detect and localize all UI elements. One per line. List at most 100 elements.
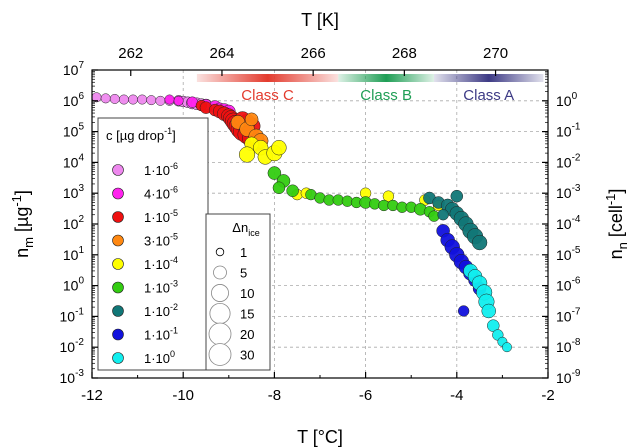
- legend-color-swatch: [112, 281, 124, 294]
- data-point: [271, 140, 287, 156]
- legend-color-label: 1·100: [144, 349, 175, 366]
- class-bar: [196, 74, 339, 82]
- legend-size-swatch: [208, 322, 232, 346]
- legend-size-swatch: [208, 343, 232, 366]
- data-point: [382, 190, 395, 202]
- legend-size-label: 15: [240, 307, 254, 322]
- y-right-axis-label: nn [cell-1]: [603, 189, 630, 260]
- legend-size-label: 5: [240, 266, 247, 281]
- legend-color-label: 1·10-5: [144, 208, 178, 225]
- legend-color-swatch: [112, 234, 124, 247]
- legend-color-label: 3·10-5: [144, 232, 178, 249]
- class-bars: Class C Class B Class A: [196, 74, 544, 104]
- tick-label-x-top: 268: [392, 45, 417, 62]
- tick-label-y-left: 103: [63, 183, 85, 201]
- class-label: Class C: [241, 87, 294, 104]
- tick-label-y-left: 107: [63, 60, 85, 78]
- legend-size-title: Δnice: [232, 220, 259, 238]
- class-label: Class A: [463, 87, 514, 104]
- tick-label-x-bottom: -12: [81, 387, 103, 404]
- legend-color-label: 4·10-6: [144, 185, 178, 202]
- legend-size-swatch: [215, 247, 225, 257]
- data-point: [437, 209, 449, 221]
- tick-label-y-right: 10-5: [556, 245, 581, 263]
- data-point: [501, 342, 512, 353]
- data-point: [450, 189, 464, 203]
- legend-color-title: c [µg drop-1]: [106, 126, 176, 143]
- tick-label-x-bottom: -8: [268, 387, 281, 404]
- legend-size-swatch: [213, 265, 227, 280]
- tick-label-y-left: 104: [63, 152, 85, 170]
- class-bar: [338, 74, 434, 82]
- axes: -12 -10 -8 -6 -4 -2 T [°C] 262 264 266 268 270 T [K]…: [9, 10, 630, 447]
- tick-label-y-left: 106: [63, 91, 85, 109]
- y-axis-label: nm [µg-1]: [9, 190, 36, 258]
- data-point: [267, 166, 282, 180]
- legend-size-label: 20: [240, 327, 254, 342]
- legend-color-swatch: [112, 211, 124, 223]
- tick-label-y-right: 10-9: [556, 368, 581, 386]
- tick-label-y-left: 105: [63, 122, 85, 140]
- data-point: [238, 146, 256, 163]
- data-point: [481, 303, 496, 319]
- tick-label-y-right: 10-1: [556, 122, 581, 140]
- data-point: [286, 184, 299, 198]
- class-label: Class B: [360, 87, 412, 104]
- tick-label-x-top: 262: [118, 45, 143, 62]
- tick-label-y-right: 10-8: [556, 337, 581, 355]
- tick-label-y-right: 10-3: [556, 183, 581, 201]
- tick-label-x-bottom: -10: [172, 387, 194, 404]
- legend-color-label: 1·10-6: [144, 161, 178, 178]
- data-point: [164, 94, 175, 105]
- tick-label-y-right: 10-2: [556, 152, 581, 170]
- legend-color-label: 1·10-3: [144, 279, 178, 296]
- legend-size-label: 10: [240, 286, 254, 301]
- data-point: [244, 112, 259, 127]
- data-point: [155, 95, 166, 106]
- legend-size-label: 1: [240, 245, 247, 260]
- tick-label-y-left: 100: [63, 276, 85, 294]
- tick-label-y-left: 10-1: [60, 306, 85, 324]
- legend-color-swatch: [112, 328, 124, 341]
- data-point: [100, 93, 111, 104]
- x-axis-label: T [°C]: [297, 427, 343, 447]
- legend-color-swatch: [112, 187, 124, 200]
- legend-size-swatch: [211, 284, 229, 302]
- tick-label-y-right: 10-4: [556, 214, 581, 232]
- legend-size-swatch: [209, 302, 231, 325]
- data-point: [128, 94, 139, 105]
- x-top-axis-label: T [K]: [301, 10, 339, 30]
- tick-label-x-top: 270: [483, 45, 508, 62]
- tick-label-y-left: 10-3: [60, 368, 85, 386]
- tick-label-x-bottom: -6: [359, 387, 372, 404]
- tick-label-x-bottom: -2: [541, 387, 554, 404]
- legend-size-label: 30: [240, 348, 254, 363]
- legend-color: c [µg drop-1] 1·10-6 4·10-6 1·10-5 3·10-5 1·1…: [97, 117, 209, 371]
- legend-color-label: 1·10-4: [144, 255, 178, 272]
- legend-color-swatch: [112, 258, 124, 270]
- class-bar: [434, 74, 544, 82]
- legend-color-label: 1·10-2: [144, 302, 178, 319]
- data-point: [272, 181, 286, 195]
- data-point: [118, 94, 129, 105]
- tick-label-x-top: 266: [301, 45, 326, 62]
- tick-label-x-bottom: -4: [450, 387, 463, 404]
- tick-label-y-left: 101: [63, 245, 85, 263]
- data-point: [471, 234, 488, 251]
- data-point: [173, 95, 184, 106]
- tick-label-y-right: 10-7: [556, 306, 581, 324]
- data-point: [109, 93, 120, 104]
- data-point: [457, 305, 470, 317]
- scatter-points: [91, 92, 512, 353]
- legend-color-swatch: [112, 352, 124, 364]
- legend-color-swatch: [112, 164, 124, 176]
- data-point: [137, 94, 148, 105]
- legend-color-swatch: [112, 305, 124, 317]
- data-point: [146, 95, 157, 106]
- tick-label-x-top: 264: [209, 45, 234, 62]
- tick-label-y-right: 100: [556, 91, 578, 109]
- tick-label-y-left: 10-2: [60, 337, 85, 355]
- tick-label-y-left: 102: [63, 214, 85, 232]
